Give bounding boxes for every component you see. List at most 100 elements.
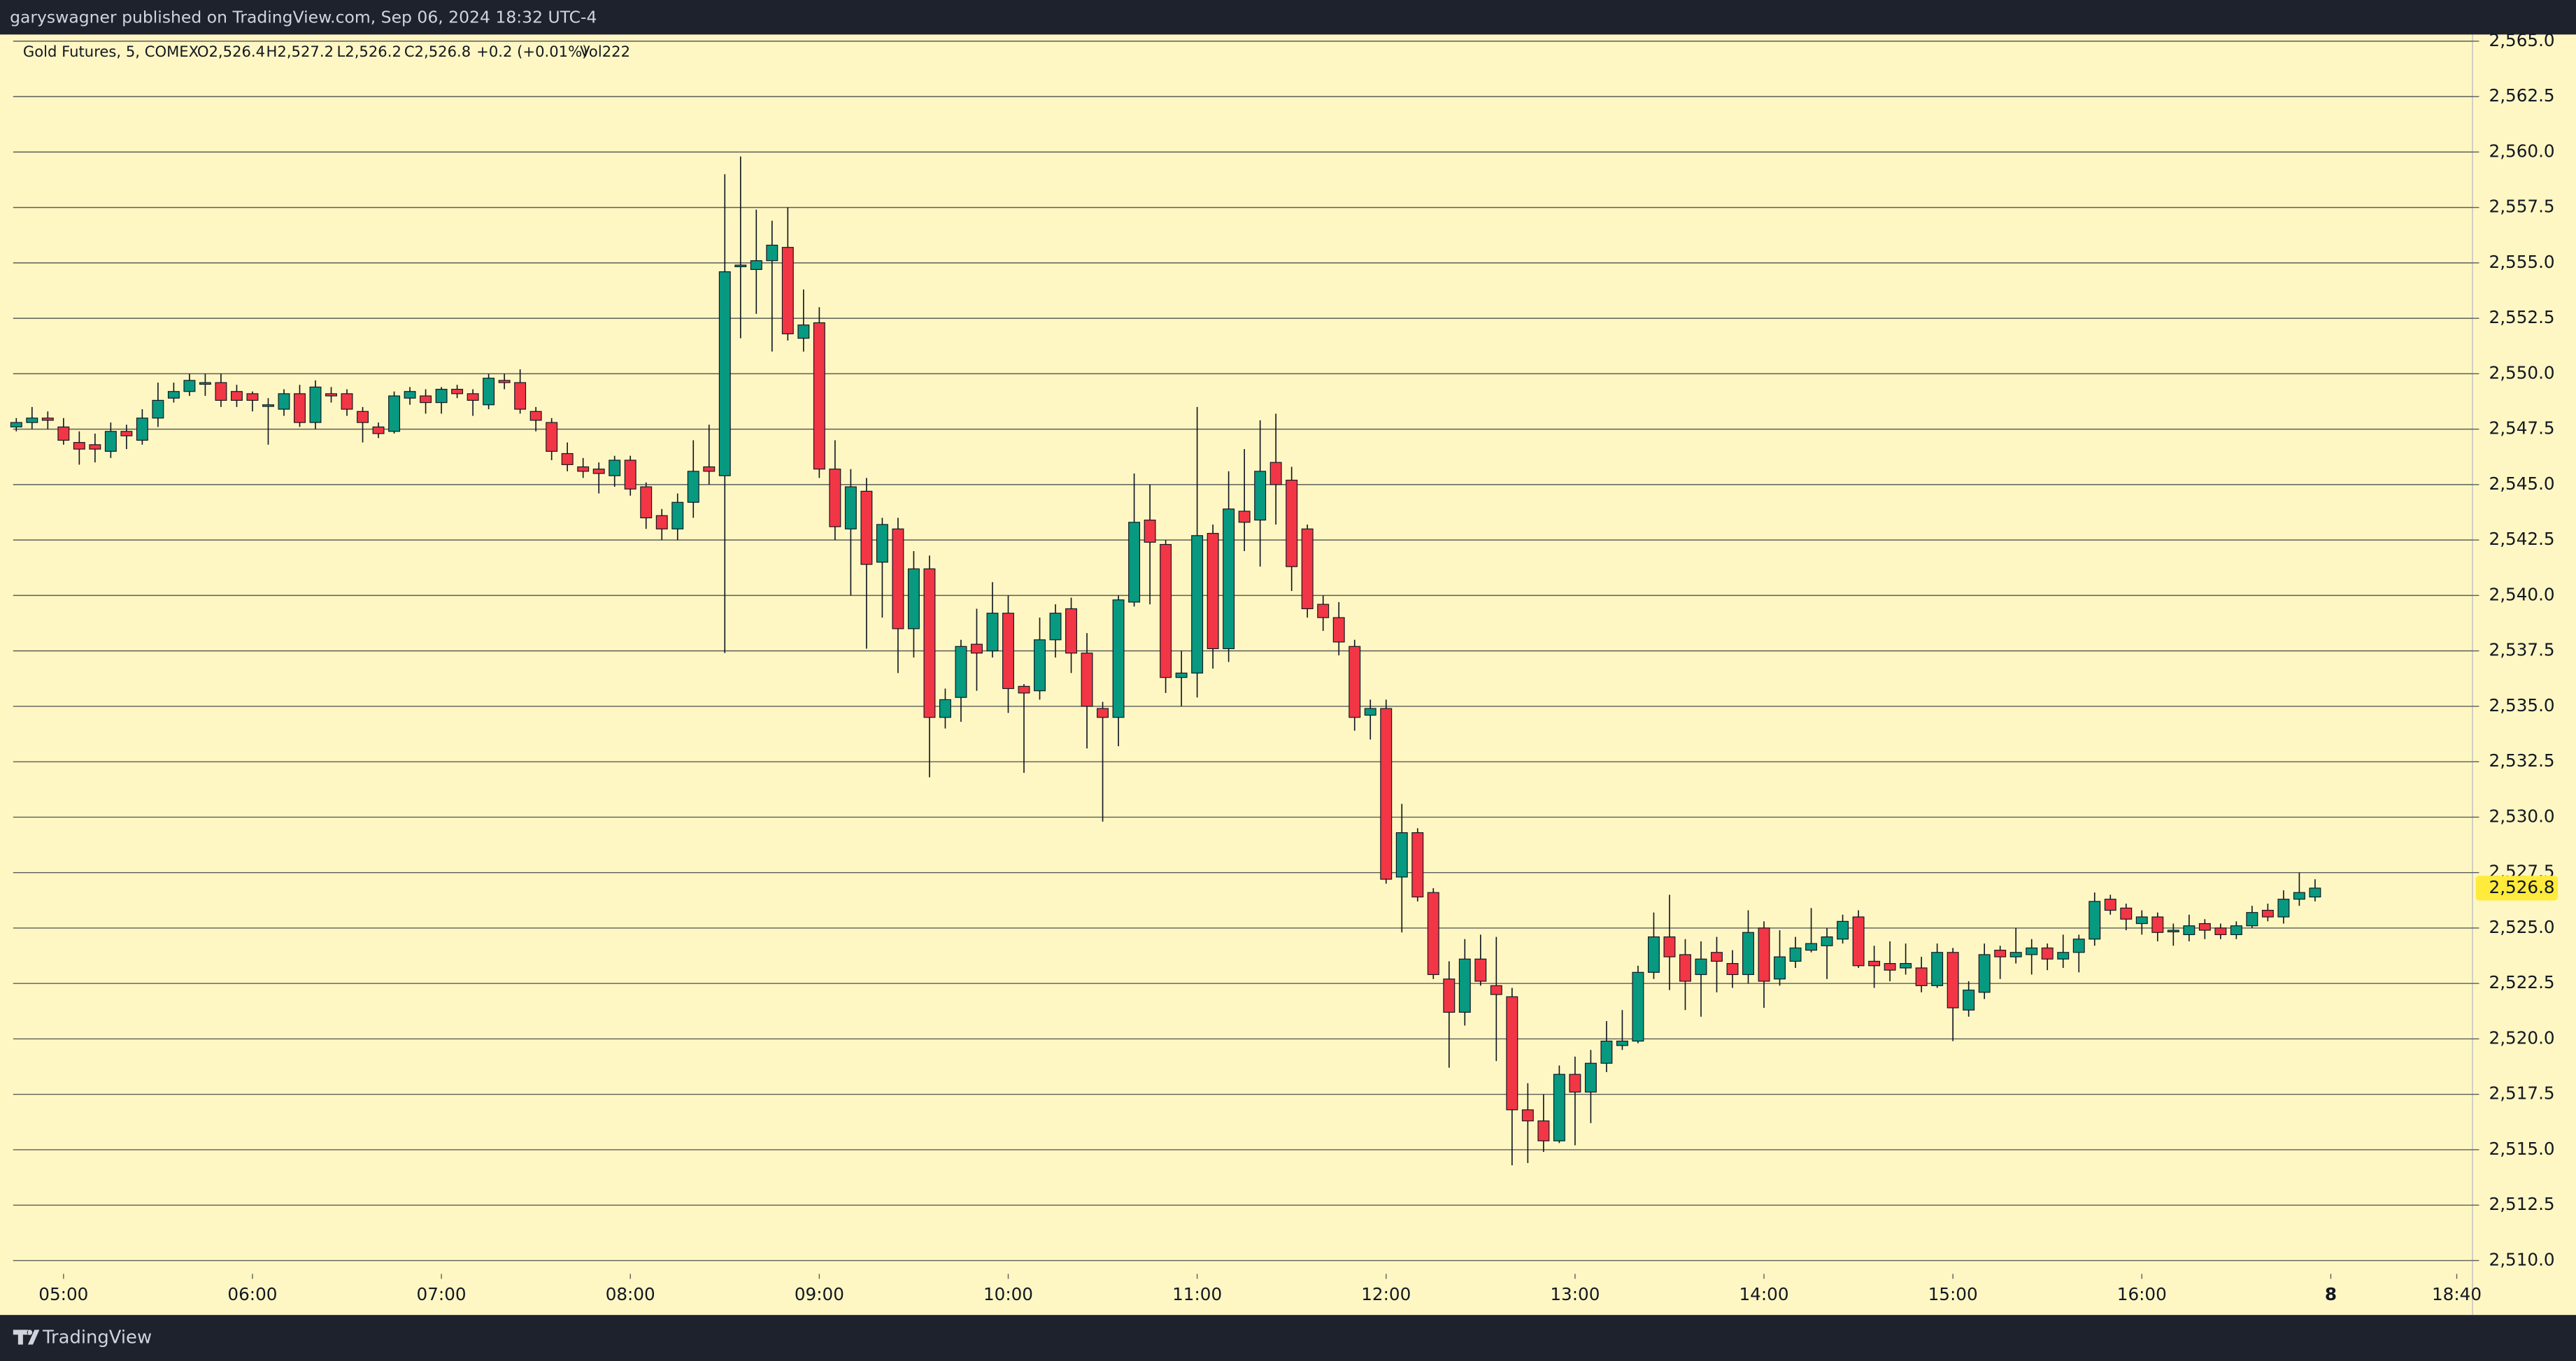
candle-body (388, 395, 401, 432)
candle-body (1711, 952, 1723, 962)
y-tick-label: 2,515.0 (2489, 1139, 2555, 1159)
candle-body (1254, 471, 1267, 521)
candle-body (750, 260, 762, 270)
candle-body (781, 247, 794, 334)
candle-body (1128, 522, 1141, 603)
candle-body (860, 490, 873, 565)
candle-body (1411, 832, 1424, 898)
x-tick-label: 8 (2325, 1284, 2337, 1304)
x-tick-label: 05:00 (38, 1284, 88, 1304)
candle-body (2293, 892, 2305, 900)
candle-body (529, 411, 542, 421)
last-price-box (2475, 876, 2559, 901)
legend-change: +0.2 (+0.01%) (476, 43, 588, 60)
candle-body (57, 426, 70, 441)
candle-body (687, 471, 699, 503)
x-tick-label: 12:00 (1361, 1284, 1411, 1304)
candle-body (2151, 916, 2164, 933)
candle-body (183, 380, 196, 392)
candle-body (404, 391, 416, 399)
x-tick-label: 13:00 (1550, 1284, 1600, 1304)
candle-body (246, 393, 259, 401)
candle-body (844, 486, 857, 529)
candle-body (1427, 892, 1439, 976)
candle-body (2183, 925, 2196, 936)
header-bar (0, 0, 2576, 35)
y-tick-label: 2,545.0 (2489, 473, 2555, 494)
candle-body (1160, 543, 1172, 678)
footer-logo (13, 1330, 40, 1345)
candle-body (1726, 963, 1739, 976)
candle-body (609, 459, 621, 476)
candle-body (2072, 939, 2085, 953)
candle-body (1490, 985, 1502, 995)
y-tick-label: 2,530.0 (2489, 806, 2555, 826)
candle-body (1994, 950, 2007, 957)
candle-body (1900, 963, 1912, 969)
candle-body (89, 444, 101, 450)
candle-body (1774, 956, 1786, 980)
candle-body (2198, 922, 2211, 931)
candle-body (1569, 1074, 1581, 1093)
candle-body (1332, 617, 1345, 643)
candle-body (1521, 1109, 1534, 1122)
candle-body (1506, 996, 1518, 1111)
candle-body (1034, 639, 1046, 692)
y-tick-label: 2,565.0 (2489, 30, 2555, 50)
candle-body (1742, 932, 1754, 976)
candle-body (1947, 952, 1959, 1009)
x-tick-label: 07:00 (417, 1284, 467, 1304)
candle-body (483, 378, 495, 406)
y-tick-label: 2,557.5 (2489, 197, 2555, 217)
candle-body (939, 699, 951, 718)
candle-body (1097, 708, 1109, 718)
candle-body (1018, 685, 1030, 694)
candle-body (1269, 462, 1282, 485)
candle-body (341, 393, 353, 410)
y-tick-label: 2,547.5 (2489, 418, 2555, 439)
candle-body (1175, 672, 1188, 678)
candle-body (357, 411, 369, 423)
legend-volume: Vol222 (580, 43, 630, 60)
candle-body (2230, 925, 2242, 936)
candle-body (372, 426, 385, 434)
candle-body (592, 469, 605, 474)
candle-body (215, 382, 227, 401)
candle-body (1223, 508, 1235, 650)
candle-body (451, 388, 464, 394)
y-tick-label: 2,560.0 (2489, 141, 2555, 161)
candle-body (1616, 1040, 1628, 1046)
candle-body (467, 393, 479, 401)
candle-body (262, 404, 274, 407)
candle-body (136, 418, 148, 441)
legend-close: C2,526.8 (404, 43, 471, 60)
x-tick-label: 15:00 (1928, 1284, 1978, 1304)
x-tick-label: 08:00 (606, 1284, 655, 1304)
candle-body (1286, 479, 1298, 567)
candle-body (1002, 613, 1014, 690)
candle-body (1144, 520, 1156, 543)
candle-body (2104, 899, 2116, 911)
candle-body (2057, 952, 2070, 960)
candle-body (2120, 907, 2133, 920)
candle-body (1065, 608, 1078, 654)
legend-high: H2,527.2 (266, 43, 334, 60)
candle-body (640, 486, 653, 519)
candle-body (1805, 943, 1818, 951)
candle-body (1915, 967, 1928, 986)
candle-body (41, 418, 54, 421)
candle-body (703, 466, 716, 472)
candle-body (1317, 604, 1330, 618)
candle-body (1474, 958, 1487, 982)
legend-open: O2,526.4 (197, 43, 265, 60)
candle-body (1647, 936, 1660, 973)
candle-body (152, 399, 164, 419)
candle-body (498, 380, 511, 383)
candle-body (766, 244, 778, 262)
candle-body (325, 393, 337, 397)
candle-body (734, 264, 747, 267)
candle-body (1584, 1062, 1597, 1093)
candle-body (435, 388, 448, 404)
candle-body (1884, 963, 1896, 971)
